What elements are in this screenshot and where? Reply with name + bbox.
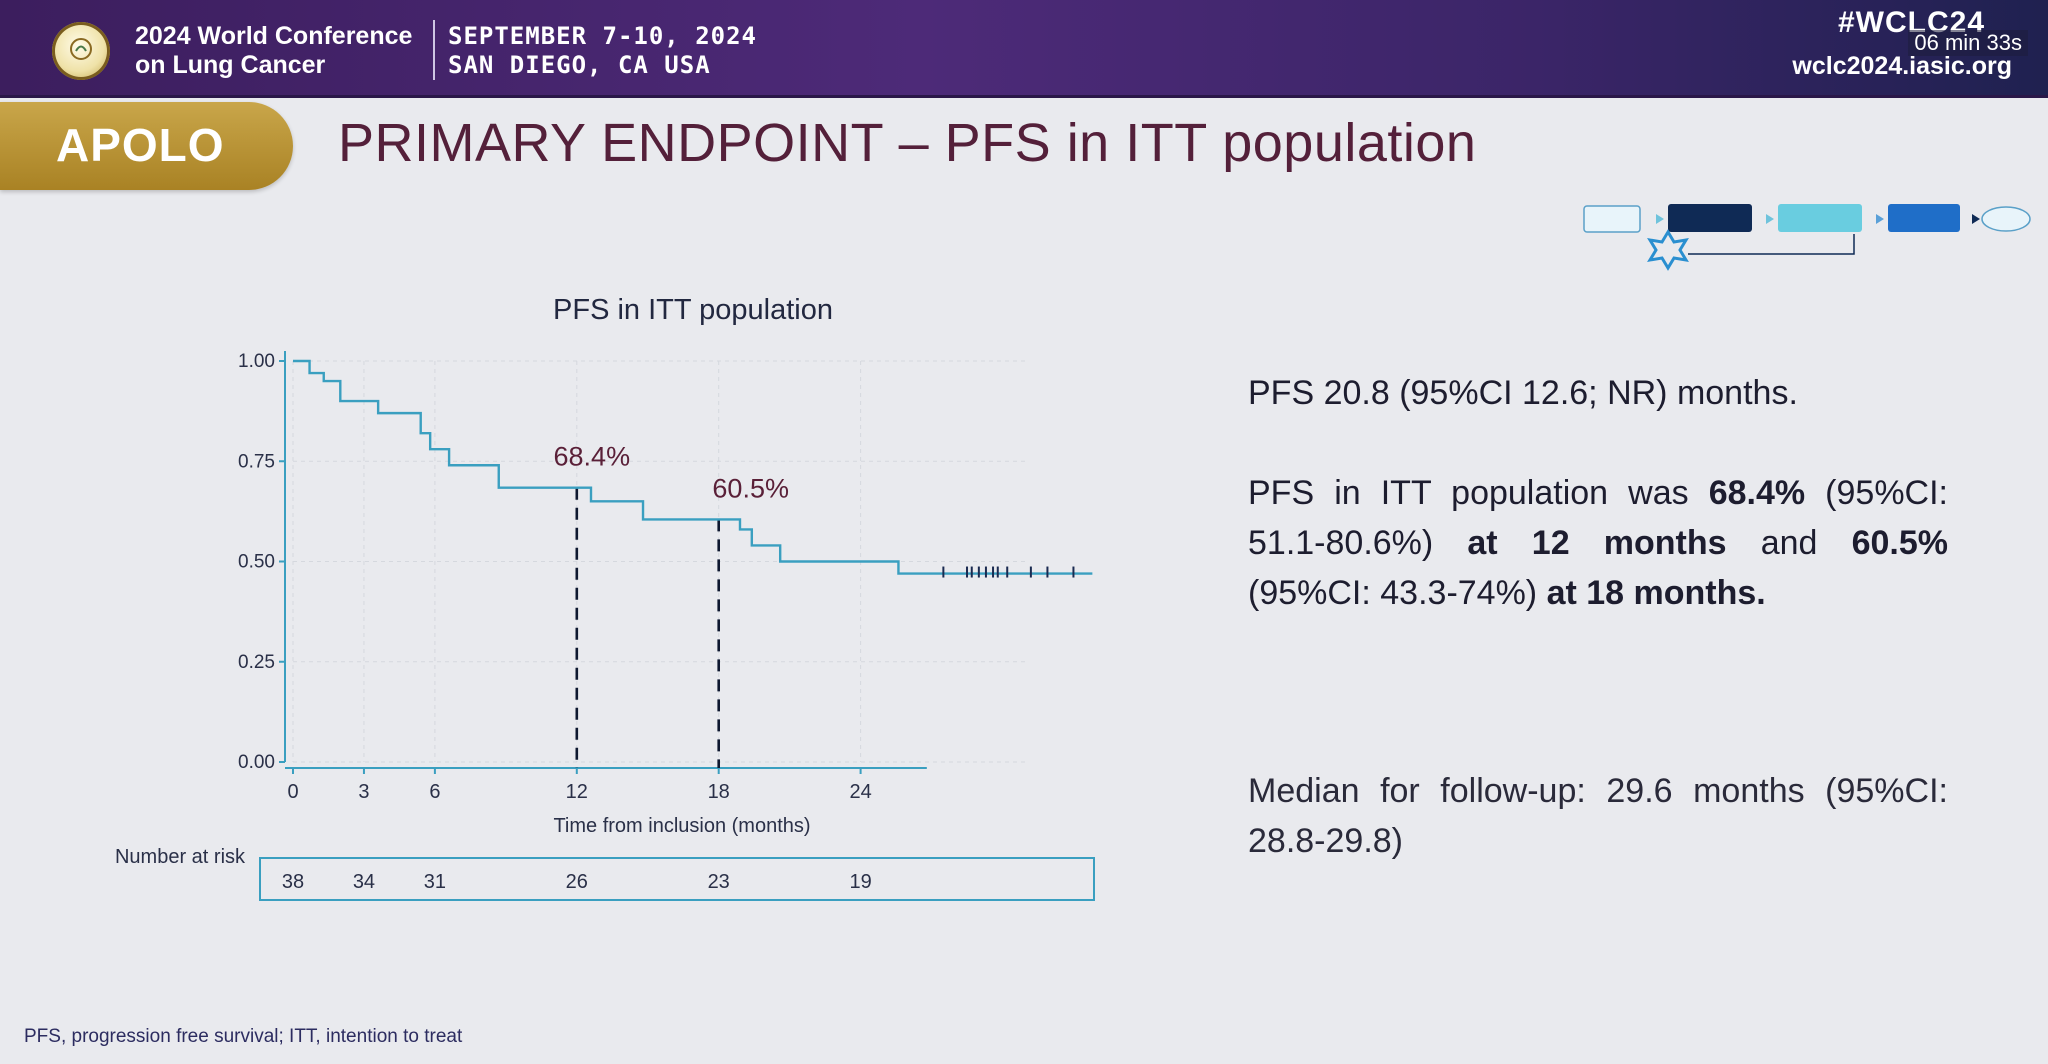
y-tick-label: 1.00 — [238, 351, 275, 372]
flow-star-icon — [1647, 229, 1689, 271]
study-tag-background — [0, 102, 293, 190]
flow-arrow-icon — [1644, 214, 1664, 224]
x-tick-label: 0 — [287, 781, 298, 803]
flow-return-line — [1688, 234, 1855, 255]
study-flow-diagram — [1583, 204, 2031, 271]
risk-count: 23 — [708, 871, 730, 893]
slide-title: PRIMARY ENDPOINT – PFS in ITT population — [338, 113, 1477, 173]
pfs-rate-statement: PFS in ITT population was 68.4% (95%CI: … — [1248, 468, 1948, 618]
conference-banner: 2024 World Conference on Lung Cancer SEP… — [0, 0, 2048, 98]
censor-marks — [942, 566, 1075, 578]
pfs-stat-conjunction: and — [1726, 524, 1852, 562]
pfs-stat-text: PFS in ITT population was — [1248, 474, 1709, 512]
abbreviation-footnote: PFS, progression free survival; ITT, int… — [24, 1026, 463, 1047]
chart-grid — [292, 360, 1029, 763]
pfs-18m-label: at 18 months. — [1546, 574, 1766, 612]
x-tick-label: 12 — [566, 781, 588, 803]
risk-count: 26 — [566, 871, 588, 893]
x-tick-label: 24 — [849, 781, 871, 803]
flow-box-concurrent-crt — [1778, 204, 1862, 232]
flow-arrow-icon — [1866, 214, 1884, 224]
seal-emblem-icon — [70, 38, 92, 60]
flow-box-induction — [1668, 204, 1752, 232]
x-axis-label: Time from inclusion (months) — [553, 815, 810, 837]
km-chart: PFS in ITT population 0.00 0.25 0.50 0.75 1.… — [115, 296, 1095, 901]
pfs-12m-ci: (95%CI: 51.1-80.6%) — [1248, 474, 1948, 562]
conference-name-line2: on Lung Cancer — [135, 51, 326, 79]
risk-table-label: Number at risk — [115, 846, 246, 868]
flow-box-followup — [1981, 206, 2031, 232]
flow-box-diagnosis — [1583, 205, 1641, 233]
conference-name-line1: 2024 World Conference — [135, 22, 413, 50]
flow-box-maintenance — [1888, 204, 1960, 232]
followup-statement: Median for follow-up: 29.6 months (95%CI… — [1248, 772, 1948, 860]
y-tick-label: 0.75 — [238, 451, 275, 472]
pfs-median-statement: PFS 20.8 (95%CI 12.6; NR) months. — [1248, 374, 1798, 412]
y-tick-label: 0.25 — [238, 652, 275, 673]
x-tick-label: 3 — [358, 781, 369, 803]
chart-axes — [284, 351, 927, 769]
risk-count: 38 — [282, 871, 304, 893]
conference-name: 2024 World Conference on Lung Cancer — [135, 22, 435, 80]
x-tick-label: 18 — [708, 781, 730, 803]
y-tick-label: 0.00 — [238, 752, 275, 773]
risk-count: 31 — [424, 871, 446, 893]
y-axis-ticks: 0.00 0.25 0.50 0.75 1.00 — [238, 351, 285, 773]
conference-dates: SEPTEMBER 7-10, 2024 SAN DIEGO, CA USA — [448, 22, 757, 80]
pfs-18m-ci: (95%CI: 43.3-74%) — [1248, 574, 1547, 612]
pfs-12m-label: at 12 months — [1467, 524, 1727, 562]
flow-arrow-icon — [1964, 214, 1980, 224]
chart-title: PFS in ITT population — [553, 296, 833, 326]
banner-divider — [433, 20, 435, 80]
risk-table-values: 38 34 31 26 23 19 — [282, 871, 872, 893]
risk-count: 34 — [353, 871, 375, 893]
pfs-18m-rate: 60.5% — [1851, 524, 1949, 562]
marker-label: 68.4% — [554, 442, 631, 472]
marker-label: 60.5% — [712, 473, 789, 503]
conference-location: SAN DIEGO, CA USA — [448, 51, 711, 79]
risk-table-box — [259, 857, 1095, 901]
pfs-12m-rate: 68.4% — [1708, 474, 1806, 512]
km-survival-curve — [293, 359, 1093, 575]
x-axis-ticks: 0 3 6 12 18 24 — [287, 768, 872, 803]
flow-arrow-icon — [1756, 214, 1774, 224]
y-tick-label: 0.50 — [238, 552, 275, 573]
time-markers: 68.4% 60.5% — [554, 442, 789, 768]
conference-seal-icon — [52, 22, 110, 80]
conference-website[interactable]: wclc2024.iasic.org — [1792, 52, 2012, 80]
conference-dates-line1: SEPTEMBER 7-10, 2024 — [448, 22, 757, 50]
study-tag: APOLO — [56, 119, 225, 171]
x-tick-label: 6 — [429, 781, 440, 803]
risk-count: 19 — [849, 871, 871, 893]
elapsed-timer: 06 min 33s — [1908, 30, 2028, 56]
